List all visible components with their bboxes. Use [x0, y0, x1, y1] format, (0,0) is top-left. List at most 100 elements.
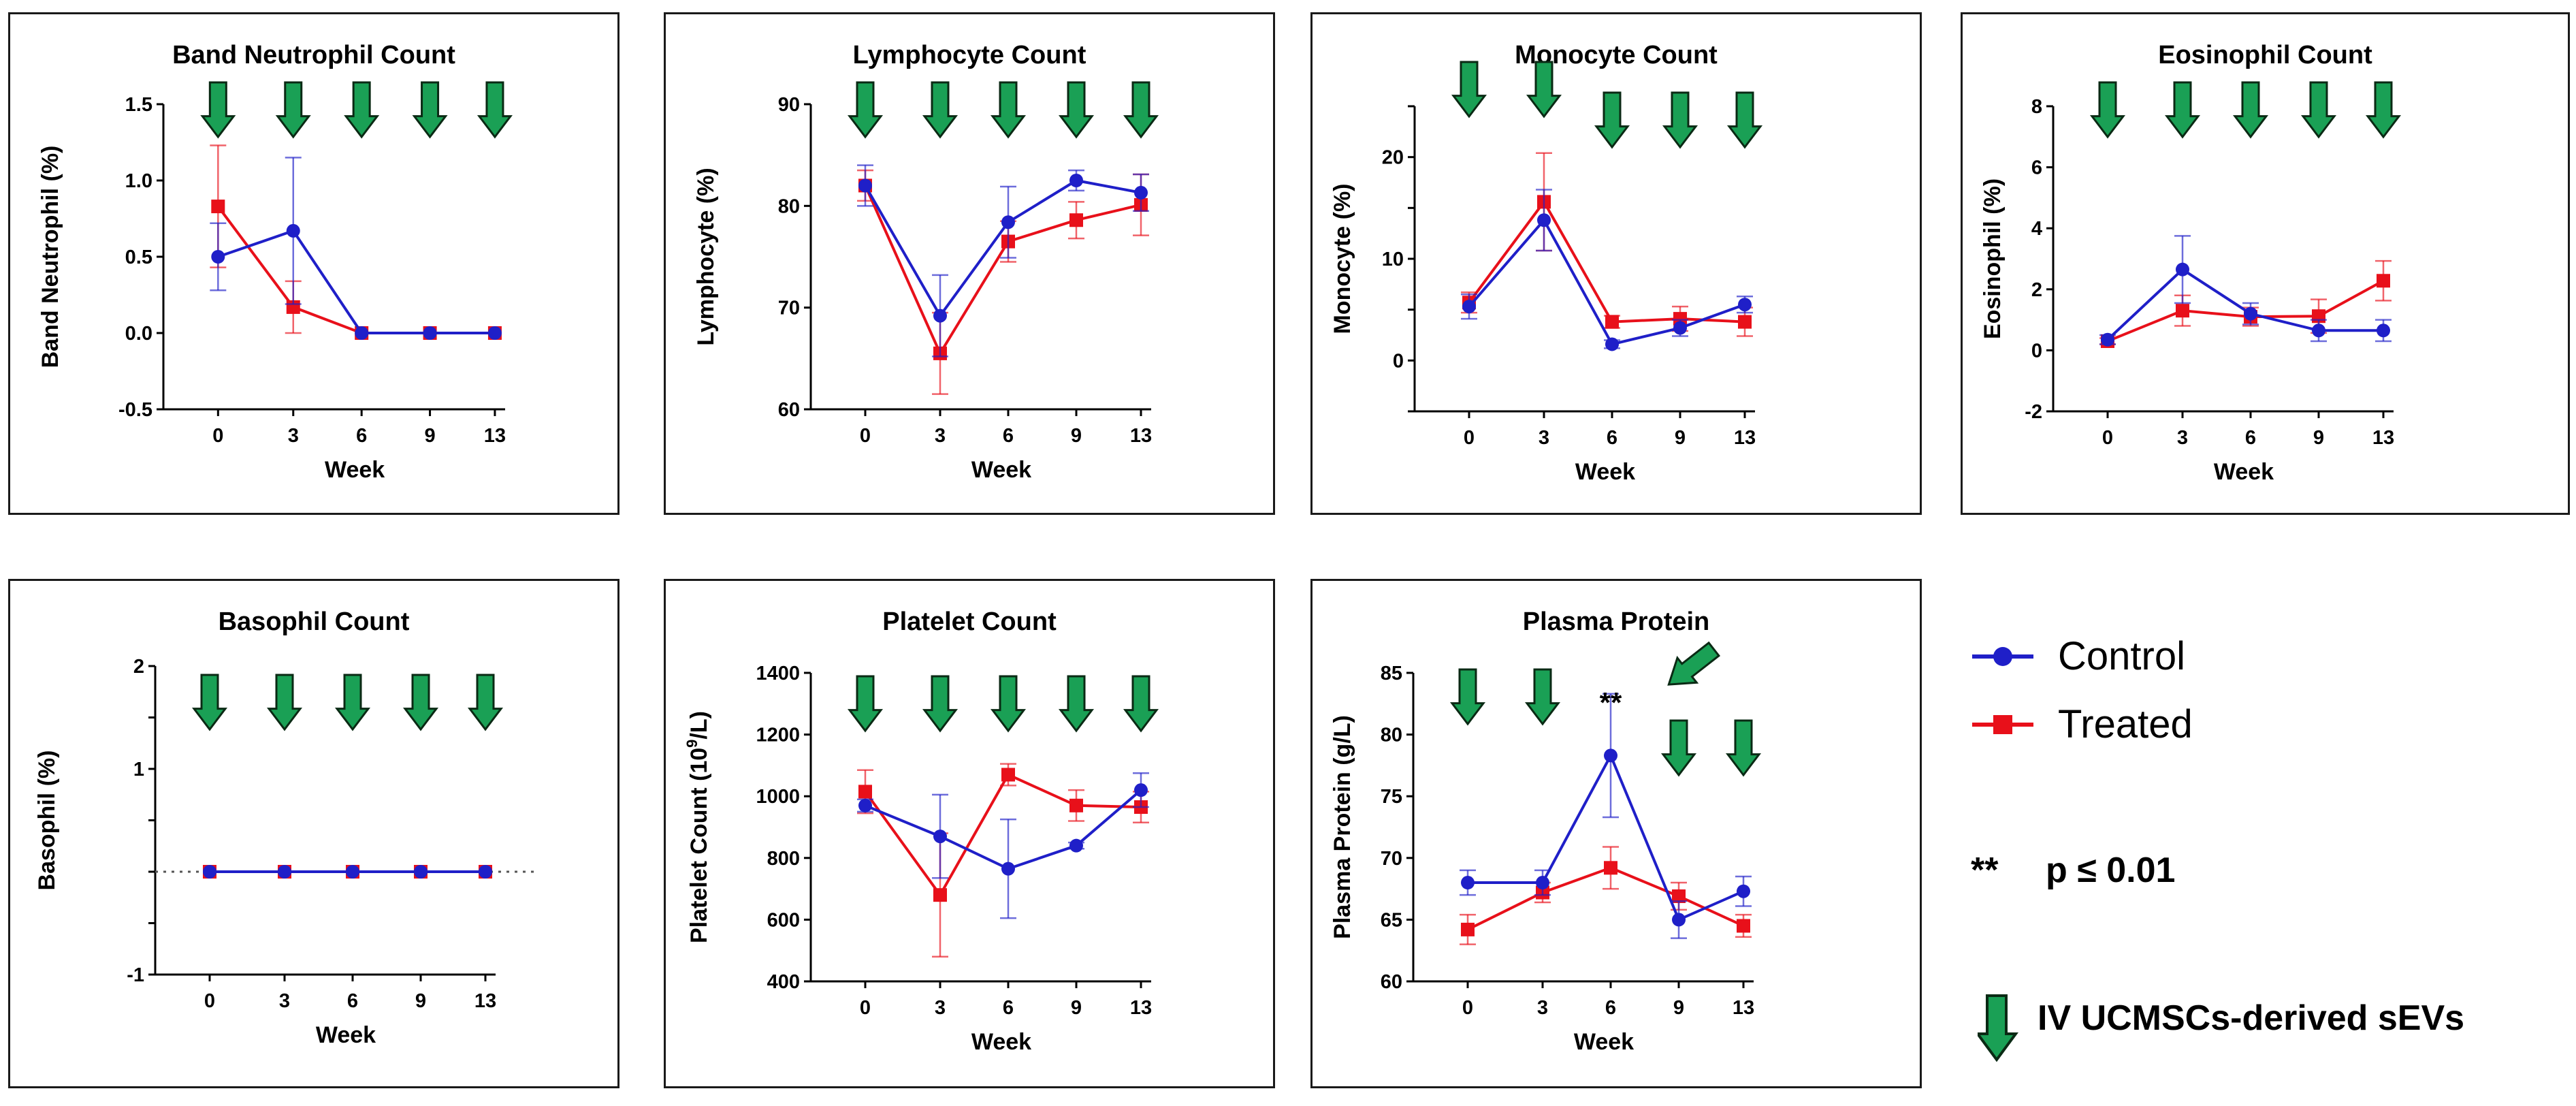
- x-tick-label: 0: [860, 997, 871, 1019]
- y-tick-label: 0: [1393, 350, 1404, 372]
- injection-arrow-icon: [1449, 668, 1486, 726]
- x-tick-label: 0: [2102, 427, 2113, 449]
- y-axis-label: Monocyte (%): [1330, 184, 1355, 334]
- legend-treated: Treated: [1971, 701, 2193, 747]
- x-axis-label: Week: [316, 1022, 376, 1048]
- data-point: [2176, 304, 2189, 318]
- data-point: [2312, 323, 2325, 338]
- y-tick-label: 1400: [756, 663, 800, 684]
- injection-arrow-icon: [847, 675, 884, 733]
- injection-arrow-icon: [334, 674, 371, 731]
- plasma-protein-panel: Plasma Protein 60 65 70 75 80 85 0 3 6 9 13 Week Plas…: [1310, 579, 1922, 1088]
- x-tick-label: 0: [860, 425, 871, 447]
- data-point: [2244, 306, 2257, 321]
- control-series: [857, 772, 1149, 919]
- data-point: [1461, 876, 1475, 890]
- chart-title: Lymphocyte Count: [853, 41, 1086, 69]
- data-point: [1738, 298, 1752, 312]
- x-tick-label: 9: [1675, 427, 1686, 449]
- injection-arrow-icon: [477, 81, 513, 139]
- data-point: [1069, 798, 1083, 812]
- treated-legend-label: Treated: [2058, 702, 2193, 746]
- y-tick-label: 800: [767, 848, 800, 870]
- data-point: [933, 309, 947, 323]
- treated-legend-marker: [1972, 714, 2033, 734]
- data-point: [1605, 315, 1619, 329]
- control-series: [210, 157, 502, 340]
- x-tick-label: 0: [212, 425, 223, 447]
- y-tick-label: 8: [2031, 96, 2042, 118]
- data-point: [1001, 215, 1015, 230]
- x-tick-label: 9: [424, 425, 435, 447]
- injection-arrow-icon: [200, 81, 236, 139]
- y-tick-label: 0.5: [125, 247, 152, 268]
- y-axis-label: Plasma Protein (g/L): [1330, 715, 1355, 939]
- control-legend-marker: [1972, 646, 2033, 666]
- data-point: [414, 865, 428, 879]
- data-point: [1737, 884, 1750, 898]
- plasma-protein-chart: Plasma Protein 60 65 70 75 80 85 0 3 6 9 13 Week Plas…: [1330, 607, 1762, 1055]
- data-point: [1069, 174, 1083, 187]
- data-point: [286, 223, 300, 238]
- control-series: [857, 164, 1149, 358]
- y-tick-label: 60: [1381, 971, 1402, 993]
- x-axis-label: Week: [1574, 1029, 1634, 1055]
- injection-arrow-icon: [922, 675, 959, 733]
- x-tick-label: 3: [2177, 427, 2188, 449]
- significance-arrow-icon: [1667, 641, 1721, 686]
- data-point: [933, 888, 947, 902]
- x-tick-label: 13: [474, 990, 496, 1012]
- significance-marker: **: [1600, 686, 1622, 718]
- y-tick-label: 0: [2031, 340, 2042, 362]
- x-tick-label: 9: [415, 990, 426, 1012]
- data-point: [1738, 315, 1752, 329]
- y-tick-label: 1200: [756, 725, 800, 746]
- y-tick-label: 65: [1381, 909, 1402, 931]
- y-tick-label: 0.0: [125, 323, 152, 345]
- chart-title: Plasma Protein: [1523, 607, 1710, 636]
- data-point: [1001, 862, 1015, 876]
- injection-arrow-icon: [1451, 61, 1487, 118]
- data-point: [1737, 919, 1750, 933]
- data-point: [858, 798, 872, 812]
- injection-arrow-icon: [1662, 91, 1698, 149]
- injection-arrow-icon: [467, 674, 504, 731]
- data-point: [1604, 748, 1617, 763]
- injection-arrow-icon: [344, 81, 380, 139]
- x-tick-label: 9: [2313, 427, 2324, 449]
- treated-series: [1461, 152, 1753, 337]
- data-point: [858, 178, 872, 193]
- data-point: [1134, 185, 1148, 200]
- injection-arrow-icon: [990, 81, 1027, 139]
- y-tick-label: 90: [778, 94, 800, 116]
- data-point: [278, 865, 291, 879]
- y-tick-label: -0.5: [118, 399, 152, 421]
- y-tick-label: 1: [133, 759, 144, 780]
- data-point: [211, 200, 225, 214]
- y-tick-label: 10: [1382, 249, 1404, 270]
- injection-arrow-icon: [412, 81, 448, 139]
- y-tick-label: 75: [1381, 786, 1402, 808]
- x-tick-label: 13: [1733, 997, 1754, 1019]
- data-point: [858, 785, 872, 799]
- injection-arrow-icon: [191, 674, 228, 731]
- y-tick-label: 80: [1381, 725, 1402, 746]
- chart-title: Eosinophil Count: [2158, 41, 2372, 69]
- data-point: [479, 865, 492, 879]
- significance-label: p ≤ 0.01: [2046, 851, 2176, 890]
- x-tick-label: 13: [1734, 427, 1756, 449]
- injection-arrow-icon: [1123, 675, 1159, 733]
- control-series: [203, 865, 492, 879]
- y-tick-label: 1.0: [125, 170, 152, 192]
- control-series: [1461, 189, 1753, 351]
- x-tick-label: 3: [935, 425, 946, 447]
- platelet-panel: Platelet Count 400 600 800 1000 1200 1400 0 3 6 9 1…: [664, 579, 1275, 1088]
- data-point: [1536, 876, 1549, 890]
- x-tick-label: 6: [2245, 427, 2256, 449]
- data-point: [355, 326, 369, 340]
- chart-title: Band Neutrophil Count: [172, 41, 455, 69]
- injection-arrow-icon: [1058, 675, 1095, 733]
- injection-arrow-icon: [1524, 668, 1561, 726]
- down-arrow-icon: [1978, 994, 2018, 1062]
- x-tick-label: 13: [1130, 997, 1152, 1019]
